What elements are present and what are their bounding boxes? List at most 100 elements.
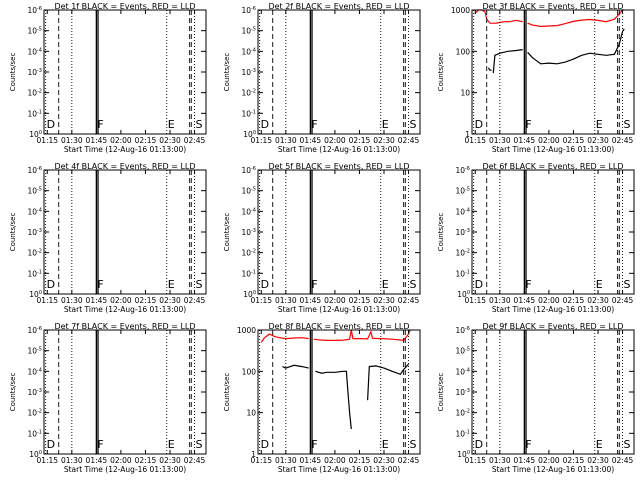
x-axis-title: Start Time (12-Aug-16 01:13:00) <box>64 465 186 474</box>
x-tick-label: 01:45 <box>86 456 108 465</box>
marker-label-e: E <box>596 118 603 131</box>
x-tick-label: 01:30 <box>275 296 297 305</box>
x-tick-label: 01:30 <box>275 136 297 145</box>
y-tick-label: 10 <box>460 89 470 98</box>
y-axis-title: Counts/sec <box>437 213 445 252</box>
x-tick-label: 02:00 <box>538 136 560 145</box>
y-tick-label: 10-1 <box>27 429 42 438</box>
y-tick-label: 10-5 <box>455 347 470 356</box>
x-tick-label: 02:30 <box>159 136 181 145</box>
y-tick-label: 10-3 <box>27 388 42 397</box>
marker-label-s: S <box>196 118 203 131</box>
chart-title: Det 1f BLACK = Events, RED = LLD <box>54 2 195 11</box>
x-tick-label: 01:15 <box>36 136 58 145</box>
plot-frame <box>471 329 635 455</box>
y-axis-title: Counts/sec <box>9 213 17 252</box>
x-tick-label: 02:15 <box>349 296 371 305</box>
x-tick-label: 02:00 <box>110 136 132 145</box>
chart-panel-2: Det 2f BLACK = Events, RED = LLD D F E S 01:1… <box>223 2 421 154</box>
marker-label-s: S <box>624 438 631 451</box>
y-tick-label: 10-6 <box>27 166 42 175</box>
series-events-line <box>487 67 492 71</box>
plot-frame <box>43 9 207 135</box>
x-tick-label: 01:15 <box>250 136 272 145</box>
x-tick-label: 02:45 <box>398 296 420 305</box>
y-tick-label: 10-2 <box>27 249 42 258</box>
marker-label-e: E <box>596 438 603 451</box>
x-tick-label: 02:15 <box>135 296 157 305</box>
series-lld-line <box>527 9 625 28</box>
y-tick-label: 10-2 <box>455 409 470 418</box>
marker-label-d: D <box>47 278 55 291</box>
y-tick-label: 100 <box>29 290 42 299</box>
marker-label-f: F <box>97 118 103 131</box>
x-tick-label: 01:15 <box>250 456 272 465</box>
series-events-line <box>315 370 352 430</box>
chart-title: Det 9f BLACK = Events, RED = LLD <box>482 322 623 331</box>
plot-frame <box>257 329 421 455</box>
x-tick-label: 01:45 <box>514 136 536 145</box>
y-tick-label: 100 <box>243 130 256 139</box>
x-tick-label: 02:00 <box>538 456 560 465</box>
y-tick-label: 10-6 <box>241 6 256 15</box>
y-tick-label: 10-1 <box>455 269 470 278</box>
y-tick-label: 10-2 <box>241 89 256 98</box>
y-tick-label: 10-2 <box>27 409 42 418</box>
x-tick-label: 02:15 <box>349 136 371 145</box>
x-tick-label: 02:45 <box>398 456 420 465</box>
y-axis-title: Counts/sec <box>223 373 231 412</box>
x-tick-label: 02:15 <box>563 456 585 465</box>
marker-label-e: E <box>168 438 175 451</box>
y-tick-label: 10-6 <box>455 166 470 175</box>
x-tick-label: 02:30 <box>373 136 395 145</box>
x-tick-label: 01:30 <box>61 136 83 145</box>
y-tick-label: 100 <box>456 47 471 56</box>
x-tick-label: 01:30 <box>489 296 511 305</box>
y-tick-label: 10-4 <box>27 367 42 376</box>
marker-label-e: E <box>596 278 603 291</box>
marker-label-d: D <box>261 118 269 131</box>
chart-title: Det 3f BLACK = Events, RED = LLD <box>482 2 623 11</box>
x-tick-label: 01:30 <box>61 296 83 305</box>
plot-frame <box>257 169 421 295</box>
series-lld-line <box>313 329 411 342</box>
x-tick-label: 01:30 <box>489 456 511 465</box>
marker-label-d: D <box>261 278 269 291</box>
x-tick-label: 02:30 <box>159 296 181 305</box>
y-tick-label: 10 <box>246 409 256 418</box>
y-tick-label: 10-5 <box>27 187 42 196</box>
chart-title: Det 7f BLACK = Events, RED = LLD <box>54 322 195 331</box>
y-tick-label: 10-4 <box>455 367 470 376</box>
x-tick-label: 02:00 <box>110 296 132 305</box>
x-axis-title: Start Time (12-Aug-16 01:13:00) <box>278 145 400 154</box>
x-tick-label: 02:45 <box>398 136 420 145</box>
series-lld-line <box>260 333 309 343</box>
marker-label-d: D <box>261 438 269 451</box>
y-tick-label: 10-4 <box>27 207 42 216</box>
x-tick-label: 02:15 <box>349 456 371 465</box>
y-tick-label: 10-1 <box>27 269 42 278</box>
marker-label-d: D <box>47 438 55 451</box>
x-axis-title: Start Time (12-Aug-16 01:13:00) <box>492 145 614 154</box>
marker-label-s: S <box>410 438 417 451</box>
x-tick-label: 02:45 <box>184 456 206 465</box>
plot-frame <box>43 169 207 295</box>
chart-panel-5: Det 5f BLACK = Events, RED = LLD D F E S 01:1… <box>223 162 421 314</box>
chart-title: Det 6f BLACK = Events, RED = LLD <box>482 162 623 171</box>
x-tick-label: 01:30 <box>489 136 511 145</box>
x-tick-label: 02:30 <box>587 136 609 145</box>
marker-label-s: S <box>624 118 631 131</box>
chart-title: Det 2f BLACK = Events, RED = LLD <box>268 2 409 11</box>
chart-panel-9: Det 9f BLACK = Events, RED = LLD D F E S 01:1… <box>437 322 635 474</box>
x-tick-label: 02:30 <box>373 456 395 465</box>
series-events-line <box>492 49 523 73</box>
y-tick-label: 10-5 <box>27 347 42 356</box>
marker-label-f: F <box>97 278 103 291</box>
marker-label-f: F <box>311 278 317 291</box>
y-tick-label: 10-1 <box>27 109 42 118</box>
x-tick-label: 01:15 <box>464 296 486 305</box>
x-tick-label: 01:15 <box>36 456 58 465</box>
y-tick-label: 10-6 <box>27 6 42 15</box>
x-tick-label: 02:00 <box>324 456 346 465</box>
